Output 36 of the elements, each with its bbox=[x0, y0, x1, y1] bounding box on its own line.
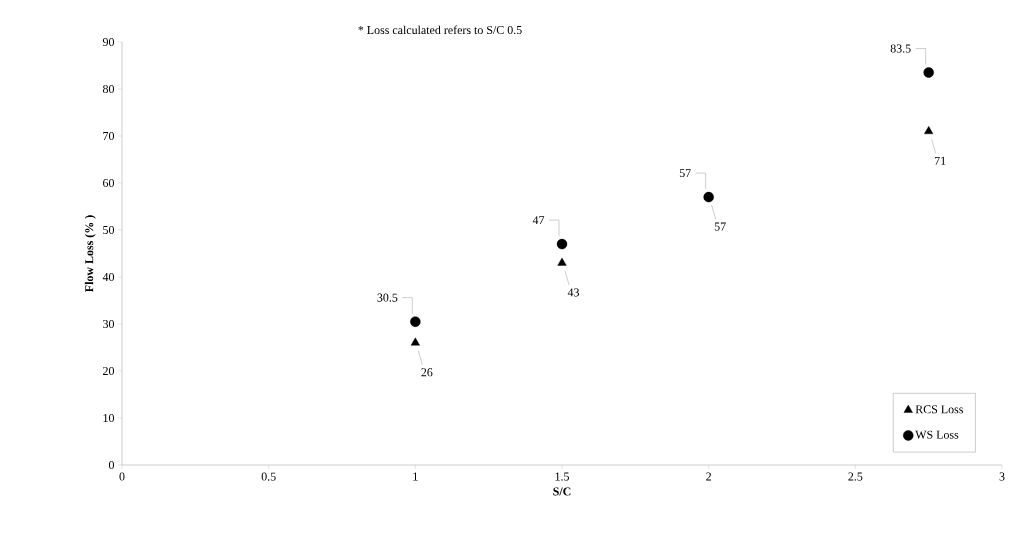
y-tick-label: 80 bbox=[102, 84, 115, 94]
y-tick-label: 30 bbox=[103, 319, 115, 329]
point bbox=[410, 316, 421, 327]
x-tick-label: 1 bbox=[413, 472, 418, 481]
x-tick-label: 3 bbox=[999, 472, 1005, 481]
y-tick-label: 60 bbox=[103, 178, 115, 188]
point bbox=[556, 238, 568, 250]
y-tick-label: 50 bbox=[103, 225, 115, 235]
y-tick-label: 0 bbox=[108, 460, 115, 470]
point bbox=[410, 337, 420, 346]
data-label: 26 bbox=[421, 368, 433, 377]
data-label: 43 bbox=[567, 288, 580, 297]
x-tick-label: 1.5 bbox=[555, 472, 570, 481]
data-label: 71 bbox=[934, 156, 946, 165]
data-label: 57 bbox=[679, 169, 691, 178]
x-axis-title: S/C bbox=[553, 487, 571, 496]
x-tick-label: 0 bbox=[119, 472, 125, 481]
x-tick-label: 0.5 bbox=[261, 472, 276, 481]
y-tick-label: 10 bbox=[103, 413, 115, 423]
point bbox=[923, 67, 934, 78]
legend-label: WS Loss bbox=[915, 430, 959, 439]
data-label: 57 bbox=[714, 222, 726, 231]
x-tick-label: 2.5 bbox=[848, 472, 863, 481]
x-tick-label: 2 bbox=[706, 472, 711, 481]
y-axis-title: Flow Loss (% ) bbox=[84, 215, 96, 292]
data-label: 83.5 bbox=[890, 44, 911, 53]
legend-label: RCS Loss bbox=[915, 405, 963, 414]
y-tick-label: 90 bbox=[102, 37, 115, 47]
y-tick-label: 20 bbox=[103, 366, 115, 376]
point bbox=[557, 257, 567, 266]
point bbox=[924, 126, 934, 134]
y-tick-label: 40 bbox=[102, 272, 115, 282]
y-tick-label: 70 bbox=[103, 131, 115, 141]
data-label: 30.5 bbox=[377, 293, 398, 302]
text: * Loss calculated refers to S/C 0.5 bbox=[358, 25, 522, 35]
data-label: 47 bbox=[532, 216, 545, 225]
